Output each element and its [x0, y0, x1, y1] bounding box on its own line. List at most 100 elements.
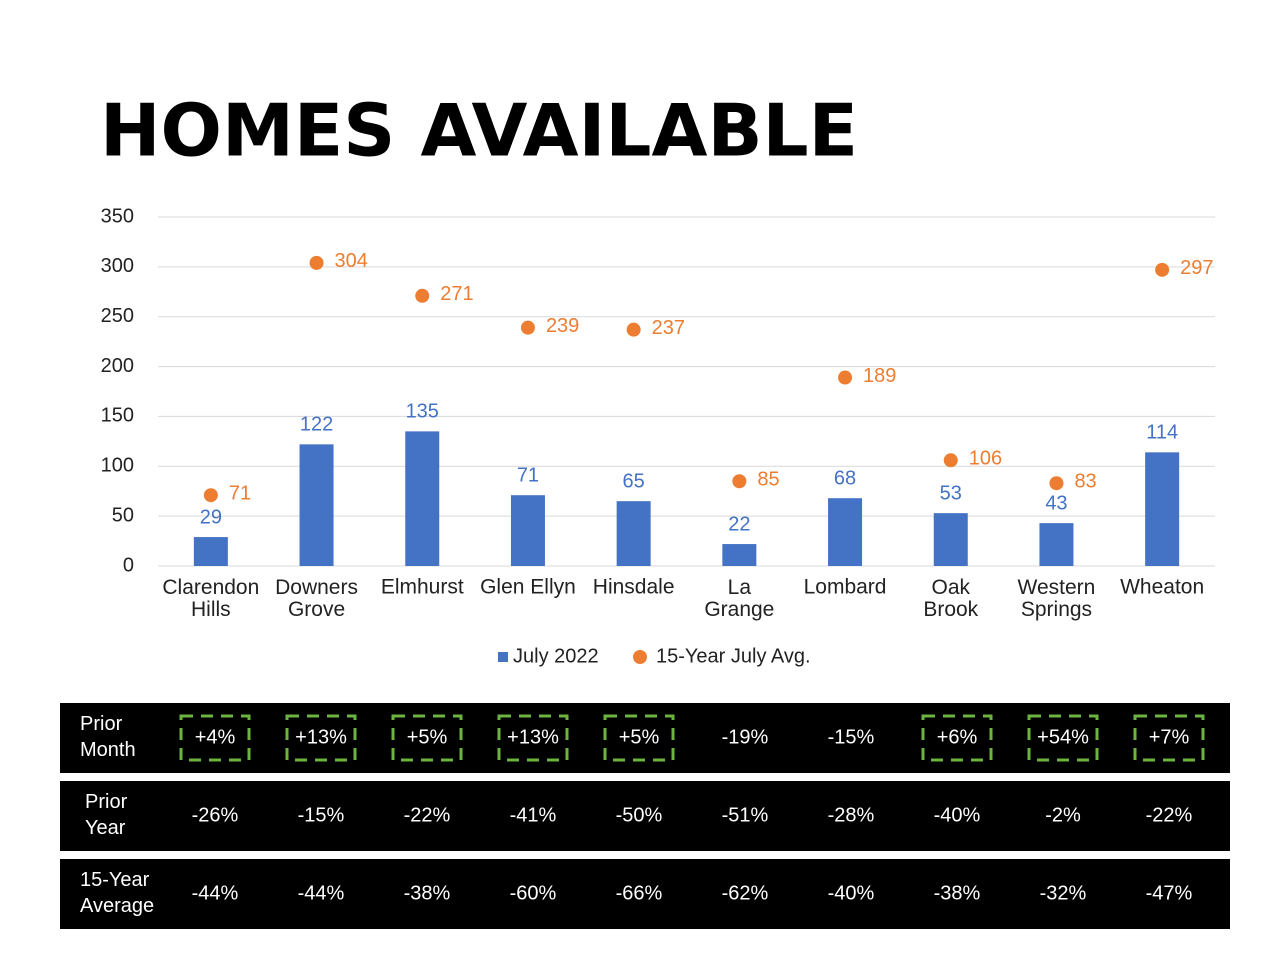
bar [933, 513, 968, 566]
bar [1039, 523, 1074, 566]
data-label: 29 [200, 506, 222, 528]
highlight-box [1133, 714, 1205, 762]
highlight-box [179, 714, 251, 762]
point [626, 322, 641, 337]
table-cell: -22% [404, 804, 451, 826]
point [203, 488, 218, 503]
x-tick-label: Western Springs [1018, 576, 1096, 621]
y-tick-label: 100 [101, 455, 134, 477]
table-row [60, 859, 1230, 929]
table-cell: -47% [1146, 882, 1193, 904]
table-cell: -15% [298, 804, 345, 826]
point [415, 288, 430, 303]
bar [828, 498, 863, 566]
table-cell: -38% [404, 882, 451, 904]
table-cell: -66% [616, 882, 663, 904]
table-cell: -26% [192, 804, 239, 826]
data-label: 237 [652, 317, 685, 339]
data-label: 68 [834, 467, 856, 489]
y-tick-label: 0 [123, 554, 134, 576]
x-tick-label: Hinsdale [593, 576, 675, 599]
bar [1145, 452, 1180, 566]
point [943, 453, 958, 468]
point [1049, 476, 1064, 491]
bar [193, 537, 228, 566]
data-label: 85 [757, 469, 779, 491]
highlight-box [285, 714, 357, 762]
row-label: 15-Year Average [80, 869, 154, 917]
table-cell: -32% [1040, 882, 1087, 904]
x-tick-label: Elmhurst [381, 576, 464, 599]
point [1155, 262, 1170, 277]
x-tick-label: La Grange [704, 576, 774, 621]
bar [510, 495, 545, 566]
data-label: 304 [335, 250, 368, 272]
table-row [60, 781, 1230, 851]
legend-swatch [633, 650, 647, 664]
table-cell: -40% [934, 804, 981, 826]
data-label: 65 [623, 470, 645, 492]
table-cell: +4% [195, 726, 236, 748]
table-cell: +54% [1037, 726, 1089, 748]
table-cell: -28% [828, 804, 875, 826]
table-cell: +6% [937, 726, 978, 748]
table-cell: -44% [192, 882, 239, 904]
table-cell: -38% [934, 882, 981, 904]
row-label: Prior Year [85, 791, 128, 839]
data-label: 43 [1045, 492, 1067, 514]
table-cell: -41% [510, 804, 557, 826]
table-cell: +13% [295, 726, 347, 748]
table-cell: +5% [619, 726, 660, 748]
data-label: 189 [863, 365, 896, 387]
x-tick-label: Downers Grove [275, 576, 358, 621]
highlight-box [603, 714, 675, 762]
bar [722, 544, 757, 566]
y-tick-label: 350 [101, 205, 134, 227]
legend-label: July 2022 [513, 645, 599, 667]
data-label: 71 [229, 482, 251, 504]
data-label: 83 [1074, 471, 1096, 493]
y-tick-label: 50 [112, 504, 134, 526]
point [309, 255, 324, 270]
table-cell: -60% [510, 882, 557, 904]
table-cell: -51% [722, 804, 769, 826]
x-tick-label: Wheaton [1120, 576, 1204, 599]
chart-title: HOMES AVAILABLE [100, 89, 858, 173]
highlight-box [1027, 714, 1099, 762]
x-tick-label: Glen Ellyn [480, 576, 576, 599]
data-label: 114 [1146, 422, 1178, 444]
data-label: 122 [300, 414, 333, 436]
x-tick-label: Oak Brook [923, 576, 978, 621]
row-label: Prior Month [80, 713, 136, 761]
point [838, 370, 853, 385]
y-tick-label: 300 [101, 255, 134, 277]
legend-label: 15-Year July Avg. [656, 645, 811, 667]
highlight-box [921, 714, 993, 762]
data-label: 135 [406, 401, 439, 423]
x-tick-label: Lombard [804, 576, 887, 599]
table-cell: -22% [1146, 804, 1193, 826]
table-cell: -62% [722, 882, 769, 904]
data-label: 271 [440, 283, 473, 305]
highlight-box [497, 714, 569, 762]
data-label: 71 [517, 464, 539, 486]
y-tick-label: 150 [101, 405, 134, 427]
table-cell: -50% [616, 804, 663, 826]
table-cell: -19% [722, 726, 769, 748]
data-label: 239 [546, 315, 579, 337]
data-label: 297 [1180, 257, 1213, 279]
data-label: 22 [728, 513, 750, 535]
table-cell: -40% [828, 882, 875, 904]
table-cell: -2% [1045, 804, 1081, 826]
table-cell: +7% [1149, 726, 1190, 748]
bar [616, 501, 651, 566]
table-cell: -15% [828, 726, 875, 748]
x-tick-label: Clarendon Hills [162, 576, 259, 621]
bar [405, 431, 440, 566]
legend-swatch [498, 652, 508, 662]
point [732, 474, 747, 489]
data-label: 53 [940, 482, 962, 504]
data-label: 106 [969, 448, 1002, 470]
table-cell: +13% [507, 726, 559, 748]
